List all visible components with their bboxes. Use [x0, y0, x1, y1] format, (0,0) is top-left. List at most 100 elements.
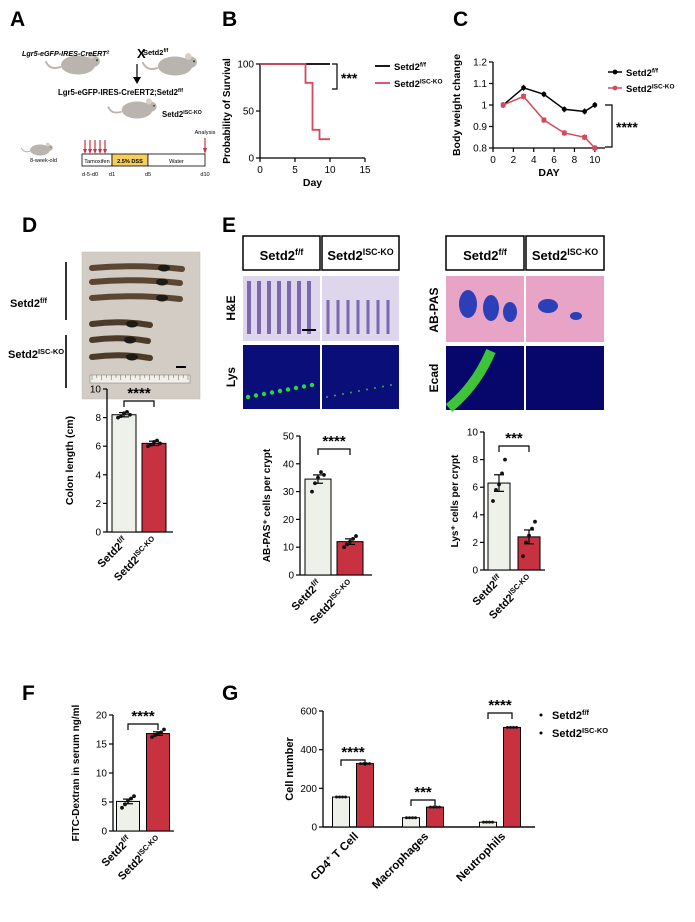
data-point — [592, 102, 598, 108]
lys-signal — [253, 393, 259, 398]
row-label: Ecad — [427, 364, 441, 393]
y-tick-label: 10 — [96, 769, 108, 780]
lys-signal — [358, 390, 360, 392]
x-tick-label: 10 — [324, 165, 336, 176]
data-point — [152, 440, 156, 444]
data-point — [365, 762, 368, 766]
x-tick-label: 5 — [292, 165, 298, 176]
data-point — [509, 725, 512, 729]
data-point — [158, 441, 162, 446]
data-point — [491, 499, 495, 503]
data-point — [438, 805, 441, 809]
timeline-day: d1 — [109, 172, 115, 178]
significance-bracket — [498, 445, 530, 452]
y-tick-label: 400 — [300, 745, 317, 756]
lys-signal — [277, 388, 283, 394]
panel-d-photo: Setd2f/f Setd2ISC-KO — [8, 251, 201, 400]
mouse-tail — [20, 147, 31, 153]
data-point — [524, 540, 528, 545]
bar — [146, 733, 170, 832]
y-tick-label: 100 — [237, 60, 254, 71]
panel-letter-B: B — [222, 8, 237, 31]
y-tick-label: 0.8 — [473, 144, 487, 155]
timeline-label: Tamoxifen — [84, 159, 110, 165]
significance-stars: **** — [322, 433, 346, 450]
mouse-body — [60, 55, 96, 75]
data-point — [119, 414, 123, 419]
mouse-body — [157, 56, 193, 76]
data-point — [500, 471, 504, 476]
significance-bracket — [487, 712, 513, 719]
data-point — [159, 730, 163, 735]
data-point — [506, 725, 509, 729]
abpas-goblet — [570, 312, 582, 320]
data-point — [120, 805, 124, 810]
y-tick-label: 30 — [283, 487, 295, 498]
data-point — [345, 542, 349, 547]
y-axis-title: FITC-Dextran in serum ng/ml — [71, 704, 82, 841]
data-point — [527, 533, 531, 538]
bar — [426, 806, 444, 828]
stool-pellet — [158, 264, 170, 272]
lys-signal — [261, 391, 267, 397]
mouse-eye — [50, 146, 52, 148]
y-tick-label: 1 — [481, 101, 487, 112]
data-point — [561, 130, 567, 136]
legend-label: Setd2ISC-KO — [552, 726, 608, 740]
y-tick-label: 5 — [101, 798, 107, 809]
colon-tissue — [89, 277, 183, 286]
data-point — [155, 438, 159, 443]
data-point — [313, 481, 317, 486]
bar — [503, 726, 521, 828]
significance-stars: **** — [616, 119, 638, 135]
column-header-box — [242, 235, 321, 271]
mouse-tail — [44, 60, 62, 69]
lys-signal — [366, 388, 368, 391]
colon-tissue — [89, 263, 185, 272]
significance-bracket — [332, 63, 338, 90]
data-point — [319, 470, 323, 475]
x-axis-title: Day — [303, 177, 322, 189]
data-point — [122, 411, 126, 416]
data-point — [116, 415, 120, 420]
panel-letter-G: G — [222, 682, 238, 705]
y-tick-label: 1.2 — [473, 58, 487, 69]
tamoxifen-arrow-head — [83, 149, 87, 154]
lys-signal — [245, 394, 251, 400]
data-point — [411, 816, 414, 820]
ko-label: Setd2ISC-KO — [162, 110, 202, 119]
bar — [487, 482, 511, 571]
legend-marker — [539, 731, 543, 735]
bar — [356, 763, 374, 828]
cross-arrow-head — [133, 77, 141, 84]
data-point — [592, 145, 598, 151]
y-tick-label: 0 — [101, 827, 107, 838]
data-point — [491, 820, 494, 824]
data-point — [344, 795, 347, 799]
photo-group-label: Setd2ISC-KO — [8, 347, 64, 361]
colon-tissue — [89, 352, 153, 361]
y-tick-label: 0.9 — [473, 122, 487, 133]
lys-signal — [269, 390, 275, 395]
mouse-tail — [141, 61, 159, 70]
legend-label: Setd2f/f — [626, 67, 659, 79]
panel-letter-E: E — [222, 214, 236, 237]
abpas-goblet — [503, 302, 517, 322]
legend-label: Setd2ISC-KO — [626, 83, 674, 95]
lys-signal — [285, 387, 291, 392]
axes-panel-G: 0 200 400 600 Cell number CD4+ T Cell Macropha… — [284, 697, 608, 892]
data-point — [125, 409, 129, 414]
cross-symbol: X — [137, 46, 146, 61]
lys-signal — [326, 396, 328, 398]
data-point — [316, 475, 320, 480]
significance-stars: **** — [131, 708, 155, 725]
data-point — [503, 457, 507, 462]
column-header: Setd2ISC-KO — [532, 247, 598, 263]
category-label: Neutrophils — [454, 831, 508, 885]
bar — [479, 821, 497, 828]
data-point — [156, 731, 160, 736]
data-point — [533, 519, 537, 524]
significance-stars: *** — [505, 430, 523, 447]
